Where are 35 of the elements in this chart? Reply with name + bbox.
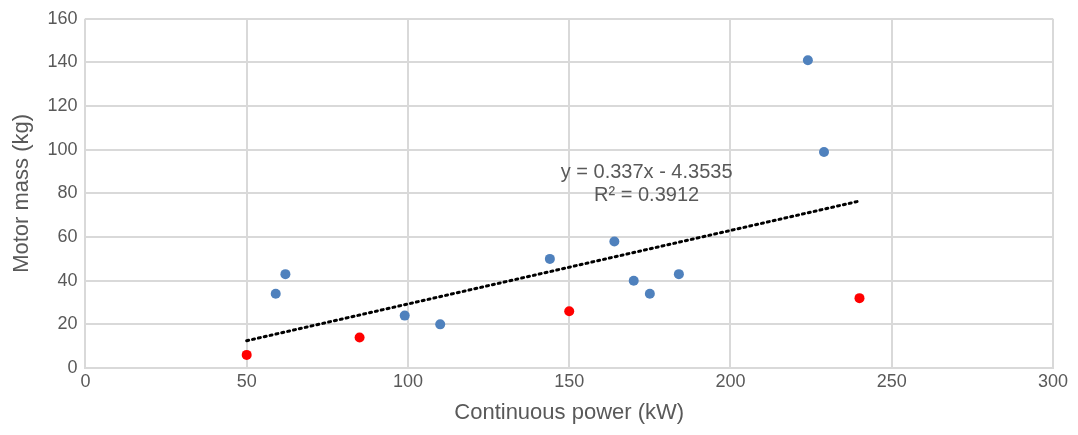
x-tick-label: 200 <box>715 370 746 391</box>
x-tick-label: 50 <box>236 370 257 391</box>
y-tick-label: 60 <box>57 226 78 247</box>
y-tick-label: 80 <box>57 182 78 203</box>
annotation: R² = 0.3912 <box>594 182 700 205</box>
x-tick-label: 150 <box>554 370 585 391</box>
point <box>564 306 575 317</box>
point <box>644 288 655 299</box>
point <box>354 332 365 343</box>
x-tick-label: 0 <box>80 370 91 391</box>
y-tick-label: 140 <box>47 51 78 72</box>
point <box>270 288 281 299</box>
point <box>435 319 446 330</box>
annotation: y = 0.337x - 4.3535 <box>560 159 733 182</box>
point <box>819 146 830 157</box>
x-tick-label: 250 <box>876 370 907 391</box>
point <box>609 236 620 247</box>
point <box>544 253 555 264</box>
x-tick-label: 300 <box>1037 370 1069 391</box>
x-axis-title: Continuous power (kW) <box>454 398 685 424</box>
y-tick-label: 20 <box>57 313 78 334</box>
y-tick-label: 100 <box>47 138 78 159</box>
y-axis-title: Motor mass (kg) <box>8 113 34 273</box>
point <box>280 269 291 280</box>
y-tick-label: 40 <box>57 269 78 290</box>
y-tick-label: 160 <box>47 7 78 28</box>
point <box>802 55 813 66</box>
y-tick-label: 0 <box>67 356 78 377</box>
point <box>673 269 684 280</box>
point <box>628 275 639 286</box>
point <box>399 310 410 321</box>
point <box>854 293 865 304</box>
point <box>241 349 252 360</box>
x-tick-label: 100 <box>392 370 423 391</box>
y-tick-label: 120 <box>47 95 78 116</box>
